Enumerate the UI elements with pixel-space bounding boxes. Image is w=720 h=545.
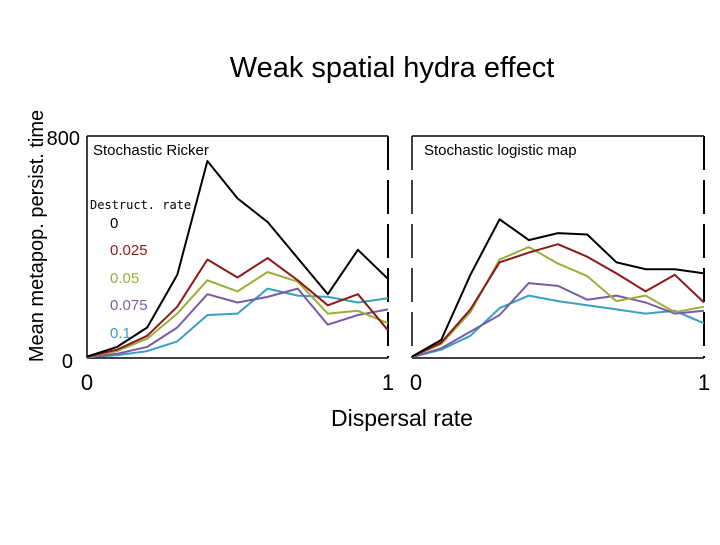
y-axis-label: Mean metapop. persist. time xyxy=(26,110,48,362)
series-line-logistic-0.1 xyxy=(411,294,705,359)
panel-logistic-title: Stochastic logistic map xyxy=(424,142,577,159)
legend-entry-0: 0 xyxy=(110,215,118,232)
x-tick-label-0: 0 xyxy=(410,370,422,395)
panel-stochastic-logistic-map: Stochastic logistic map 0 1 xyxy=(410,135,710,395)
series-line-ricker-0.075 xyxy=(86,287,389,359)
series-line-ricker-0.05 xyxy=(86,271,389,358)
x-tick-label-1: 1 xyxy=(382,370,394,395)
legend-entry-0.075: 0.075 xyxy=(110,297,148,314)
x-tick-label-1: 1 xyxy=(698,370,710,395)
y-tick-label-0: 0 xyxy=(62,351,73,373)
legend-entry-0.05: 0.05 xyxy=(110,270,139,287)
legend-title: Destruct. rate xyxy=(90,198,191,212)
series-line-ricker-0.1 xyxy=(86,287,389,359)
series-line-ricker-0 xyxy=(86,160,389,358)
figure-title: Weak spatial hydra effect xyxy=(230,52,555,84)
y-tick-label-800: 800 xyxy=(47,128,80,150)
legend: Destruct. rate 0 0.025 0.05 0.075 0.1 xyxy=(90,198,191,342)
series-line-ricker-0.025 xyxy=(86,257,389,358)
legend-entry-0.1: 0.1 xyxy=(110,325,131,342)
series-line-logistic-0.025 xyxy=(411,243,705,358)
series-line-logistic-0.05 xyxy=(411,246,705,358)
series-line-logistic-0.075 xyxy=(411,282,705,359)
legend-entry-0.025: 0.025 xyxy=(110,242,148,259)
panel-stochastic-ricker: Stochastic Ricker 0 800 0 1 Destruct. ra… xyxy=(47,128,395,395)
panel-ricker-title: Stochastic Ricker xyxy=(93,142,209,159)
x-tick-label-0: 0 xyxy=(81,370,93,395)
x-axis-label: Dispersal rate xyxy=(331,405,473,431)
series-line-logistic-0 xyxy=(411,218,705,358)
